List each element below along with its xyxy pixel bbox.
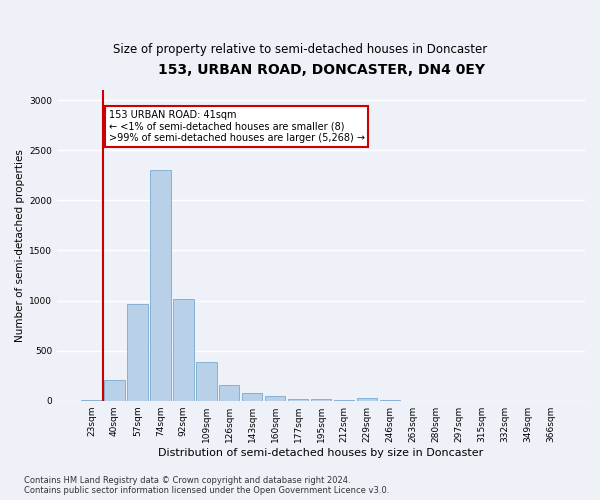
Bar [242, 392, 262, 400]
Bar [150, 170, 170, 400]
Text: 153 URBAN ROAD: 41sqm
← <1% of semi-detached houses are smaller (8)
>99% of semi: 153 URBAN ROAD: 41sqm ← <1% of semi-deta… [109, 110, 365, 144]
Y-axis label: Number of semi-detached properties: Number of semi-detached properties [15, 149, 25, 342]
Bar [265, 396, 286, 400]
Bar [356, 398, 377, 400]
Bar [196, 362, 217, 401]
Title: 153, URBAN ROAD, DONCASTER, DN4 0EY: 153, URBAN ROAD, DONCASTER, DN4 0EY [158, 62, 485, 76]
Bar [104, 380, 125, 400]
X-axis label: Distribution of semi-detached houses by size in Doncaster: Distribution of semi-detached houses by … [158, 448, 484, 458]
Bar [127, 304, 148, 400]
Bar [219, 384, 239, 400]
Text: Contains HM Land Registry data © Crown copyright and database right 2024.
Contai: Contains HM Land Registry data © Crown c… [24, 476, 389, 495]
Bar [288, 398, 308, 400]
Text: Size of property relative to semi-detached houses in Doncaster: Size of property relative to semi-detach… [113, 42, 487, 56]
Bar [173, 298, 194, 400]
Bar [311, 399, 331, 400]
